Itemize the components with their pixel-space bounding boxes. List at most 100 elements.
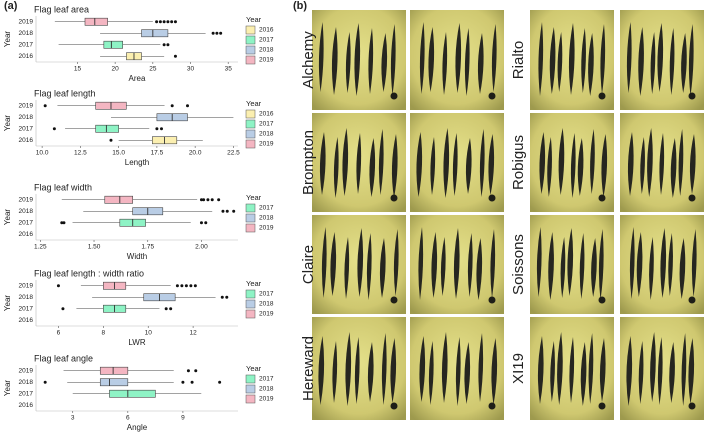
leaf [391,134,398,198]
leaf [669,342,675,403]
x-axis-label: LWR [128,338,145,347]
outlier [166,20,170,24]
y-tick-label: 2016 [19,317,34,324]
leaf [600,24,606,94]
outlier [162,20,166,24]
leaf [689,134,696,194]
legend-swatch [245,223,256,233]
legend-label: 2019 [259,225,274,232]
box [84,17,108,26]
leaf [318,336,325,405]
legend-swatch [245,203,256,213]
outlier [43,380,47,384]
y-tick-label: 2017 [19,125,34,132]
legend-swatch [245,289,256,299]
box [99,366,129,375]
chart-title: Flag leaf area [34,4,89,14]
legend-swatch [245,139,256,149]
y-axis-label: Year [3,209,12,226]
leaf [568,23,575,95]
outlier [215,31,219,35]
leaf [579,233,585,299]
outlier [173,20,177,24]
outlier [199,198,203,202]
scale-dot [598,194,606,202]
variety-label: XI19 [510,353,527,384]
outlier [219,31,223,35]
x-tick-label: 6 [126,415,130,422]
legend-label: 2017 [259,376,274,383]
leaf [588,333,594,404]
leaf [344,237,350,299]
leaf [660,228,667,298]
legend-swatch [245,384,256,394]
outlier [184,284,188,288]
outlier [225,295,229,299]
outlier [232,209,236,213]
x-tick-label: 20.0 [189,150,202,157]
legend-swatch [245,35,256,45]
leaf [430,137,436,195]
variety-label: Rialto [510,41,527,79]
leaf [455,337,461,406]
legend-swatch [245,309,256,319]
leaf [443,128,450,198]
outlier [158,20,162,24]
x-tick-label: 10 [145,330,153,337]
legend-label: 2018 [259,301,274,308]
leaf [453,228,460,299]
scale-dot [598,402,606,410]
x-tick-label: 1.50 [88,244,101,251]
y-axis-label: Year [3,380,12,397]
x-tick-label: 2.00 [195,244,208,251]
y-tick-label: 2019 [19,18,34,25]
leaf [354,23,361,96]
legend-label: 2017 [259,121,274,128]
outlier [166,43,170,47]
legend-label: 2017 [259,205,274,212]
leaf [345,32,351,93]
outlier [159,127,163,131]
leaf [342,128,349,196]
legend-swatch [245,55,256,65]
box [141,29,169,38]
leaf [598,229,604,300]
leaf [333,137,339,198]
scale-dot [488,92,496,100]
leaf [416,132,423,197]
outlier [60,221,64,225]
outlier [173,54,177,58]
y-tick-label: 2016 [19,231,34,238]
outlier [202,198,206,202]
legend-label: 2016 [259,111,274,118]
outlier [186,104,189,108]
scale-dot [390,296,398,304]
outlier [109,138,113,142]
leaf [557,32,563,92]
leaf [678,129,684,196]
leaf [601,134,608,197]
box [104,195,134,204]
leaf [332,341,338,403]
legend-swatch [245,25,256,35]
leaf [670,138,677,198]
y-tick-label: 2018 [19,379,34,386]
legend-title: Year [246,364,262,373]
legend-swatch [245,119,256,129]
leaf [650,332,656,402]
y-tick-label: 2019 [19,282,34,289]
x-tick-label: 17.5 [151,150,164,157]
leaf [318,22,324,92]
leaf [369,138,376,197]
legend-swatch [245,299,256,309]
legend-swatch [245,374,256,384]
leaf [580,342,587,406]
x-tick-label: 1.75 [141,244,154,251]
leaf [428,341,434,405]
scale-dot [390,194,398,202]
legend-label: 2018 [259,215,274,222]
legend-label: 2018 [259,131,274,138]
leaf [368,28,374,94]
legend-label: 2018 [259,47,274,54]
chart-title: Flag leaf angle [34,353,93,363]
